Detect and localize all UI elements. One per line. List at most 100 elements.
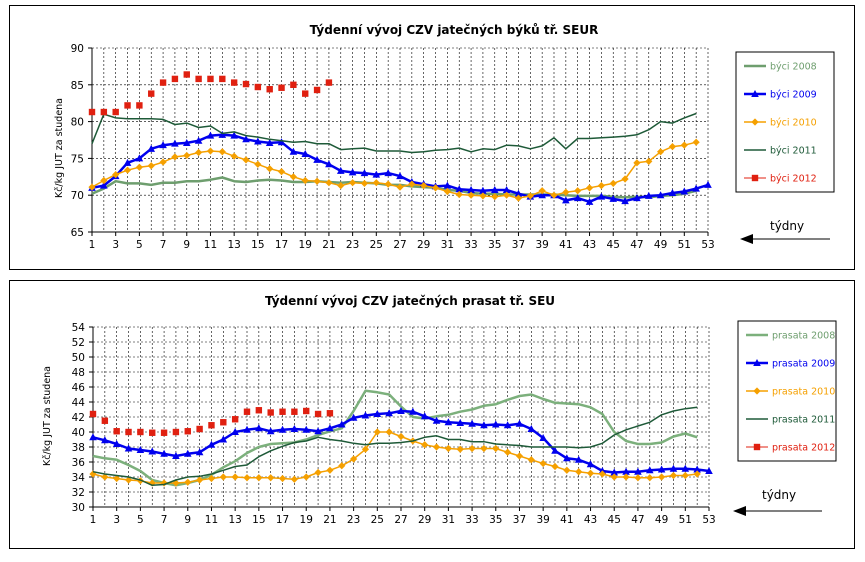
point-marker (196, 476, 204, 484)
series-line (91, 176, 697, 199)
point-marker (171, 75, 179, 83)
series-prasata-2010 (89, 428, 701, 487)
point-marker (539, 459, 547, 468)
point-marker (183, 449, 192, 457)
point-marker (455, 185, 464, 193)
point-marker (468, 444, 476, 453)
point-marker (206, 147, 215, 155)
series-prasata-2012 (89, 407, 334, 436)
x-tick-label: 35 (488, 239, 501, 251)
point-marker (657, 148, 665, 156)
point-marker (621, 175, 629, 183)
point-marker (503, 421, 512, 429)
legend-label: prasata 2009 (772, 359, 835, 370)
point-marker (265, 138, 274, 146)
point-marker (254, 83, 262, 91)
x-tick-label: 47 (631, 514, 644, 526)
point-marker (313, 86, 321, 94)
x-tick-label: 45 (608, 514, 621, 526)
point-marker (396, 183, 404, 191)
beef-chart: Týdenní vývoj CZV jatečných býků tř. SEU… (54, 23, 835, 251)
point-marker (277, 168, 286, 176)
point-marker (88, 183, 96, 191)
point-marker (597, 182, 605, 190)
point-marker (455, 190, 463, 199)
point-marker (182, 138, 191, 146)
x-tick-label: 33 (464, 239, 477, 251)
point-marker (492, 444, 500, 453)
y-tick-label: 36 (72, 457, 86, 469)
point-marker (693, 465, 701, 473)
series-býci-2010 (88, 138, 700, 202)
point-marker (231, 428, 239, 435)
point-marker (302, 425, 311, 433)
x-tick-label: 35 (489, 514, 502, 526)
point-marker (302, 473, 310, 481)
point-marker (751, 118, 759, 126)
x-tick-label: 5 (136, 239, 143, 251)
point-marker (574, 187, 582, 195)
series-line (92, 406, 698, 487)
point-marker (89, 433, 97, 441)
point-marker (751, 174, 759, 182)
point-marker (456, 445, 464, 453)
point-marker (573, 194, 582, 202)
point-marker (325, 160, 333, 168)
weeks-arrow (733, 506, 822, 516)
point-marker (243, 425, 251, 433)
point-marker (397, 432, 405, 441)
point-marker (314, 410, 322, 418)
series-býci-2009 (88, 130, 712, 205)
point-marker (230, 79, 238, 86)
point-marker (220, 419, 227, 426)
x-tick-label: 27 (394, 514, 407, 526)
point-marker (634, 467, 642, 475)
point-marker (372, 170, 381, 178)
legend-label: býci 2011 (770, 146, 817, 157)
x-tick-label: 31 (441, 239, 454, 251)
x-tick-label: 29 (417, 239, 430, 251)
point-marker (443, 181, 452, 189)
x-tick-label: 9 (183, 239, 190, 251)
y-tick-label: 34 (72, 472, 86, 484)
point-marker (680, 141, 688, 149)
y-tick-label: 65 (71, 227, 84, 239)
point-marker (266, 165, 274, 173)
y-axis-label: Kč/kg JUT za studena (54, 98, 65, 198)
beef-chart-panel: Týdenní vývoj CZV jatečných býků tř. SEU… (9, 5, 855, 270)
point-marker (290, 425, 299, 432)
y-axis-label: Kč/kg JUT za studena (42, 366, 53, 466)
point-marker (444, 418, 453, 426)
point-marker (314, 427, 322, 435)
x-tick-label: 27 (393, 239, 406, 251)
point-marker (668, 188, 677, 196)
y-tick-label: 30 (72, 502, 85, 514)
point-marker (326, 466, 334, 474)
y-tick-label: 80 (71, 117, 84, 129)
point-marker (183, 71, 190, 78)
x-tick-label: 31 (442, 514, 455, 526)
point-marker (207, 75, 214, 83)
point-marker (230, 152, 238, 160)
x-tick-label: 41 (559, 239, 572, 251)
point-marker (277, 138, 286, 146)
point-marker (195, 148, 203, 157)
point-marker (538, 187, 546, 195)
point-marker (443, 187, 451, 196)
x-tick-label: 15 (252, 514, 265, 526)
point-marker (112, 170, 120, 179)
point-marker (563, 466, 571, 474)
point-marker (538, 191, 546, 199)
point-marker (135, 154, 144, 162)
point-marker (644, 191, 653, 199)
point-marker (656, 191, 665, 199)
x-tick-label: 37 (512, 239, 525, 251)
point-marker (539, 434, 547, 441)
y-tick-label: 46 (72, 382, 86, 394)
point-marker (195, 75, 202, 83)
point-marker (159, 79, 167, 86)
point-marker (598, 470, 606, 478)
x-tick-label: 23 (347, 514, 360, 526)
point-marker (385, 409, 393, 417)
y-tick-label: 54 (72, 322, 86, 334)
